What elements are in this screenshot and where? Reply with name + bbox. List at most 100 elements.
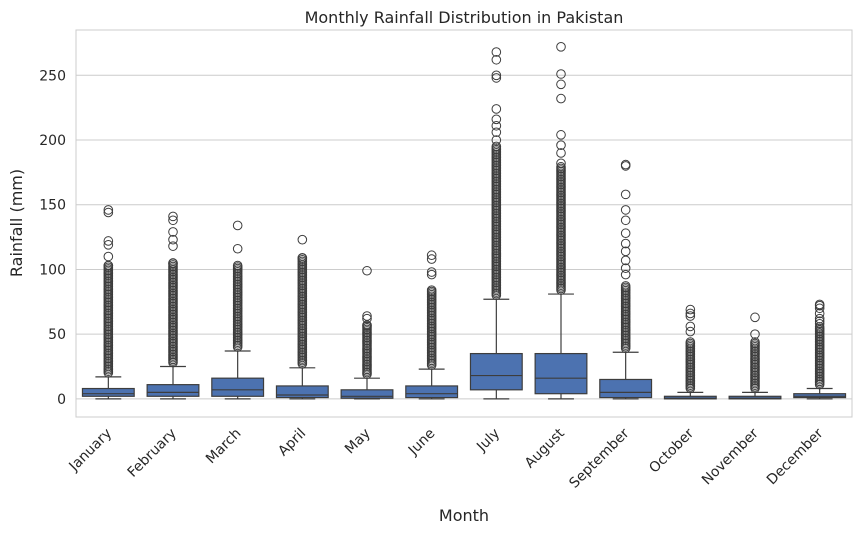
outlier-point xyxy=(685,311,696,321)
outlier-point xyxy=(685,326,696,337)
outlier-point xyxy=(556,158,566,169)
y-tick-label: 100 xyxy=(39,262,66,278)
outlier-point xyxy=(556,79,566,90)
outlier-point xyxy=(750,337,760,347)
outlier-point xyxy=(814,313,825,324)
outlier-point xyxy=(814,316,825,327)
box-july xyxy=(469,47,523,400)
outlier-point xyxy=(556,69,566,79)
outlier-point xyxy=(814,303,825,314)
outlier-point xyxy=(103,205,114,215)
outlier-point xyxy=(426,250,437,261)
outlier-point xyxy=(814,299,825,310)
outlier-point xyxy=(103,236,114,246)
outlier-point xyxy=(491,104,502,114)
y-tick-label: 200 xyxy=(39,133,66,149)
outlier-point xyxy=(232,260,243,271)
outlier-point xyxy=(620,246,631,257)
iqr-box xyxy=(534,352,588,395)
y-tick-label: 50 xyxy=(48,327,66,343)
outlier-point xyxy=(556,162,566,172)
outlier-point xyxy=(620,238,631,249)
iqr-box xyxy=(599,378,653,399)
outlier-point xyxy=(620,205,631,215)
iqr-box xyxy=(211,377,265,397)
x-tick-label: December xyxy=(764,425,827,488)
boxes xyxy=(81,42,847,400)
outlier-point xyxy=(168,234,178,245)
outlier-point xyxy=(103,240,114,250)
chart-title: Monthly Rainfall Distribution in Pakista… xyxy=(305,8,624,27)
iqr-box xyxy=(405,385,459,399)
outlier-point xyxy=(556,130,566,140)
outlier-point xyxy=(232,220,243,231)
outlier-point xyxy=(362,265,372,276)
outlier-point xyxy=(426,267,437,277)
x-axis-label: Month xyxy=(439,506,489,525)
outlier-point xyxy=(491,120,502,131)
outlier-point xyxy=(103,251,114,262)
y-tick-label: 150 xyxy=(39,198,66,214)
iqr-box xyxy=(275,385,329,399)
outlier-point xyxy=(491,141,502,152)
outlier-point xyxy=(556,148,566,158)
outlier-point xyxy=(168,258,178,268)
y-tick-label: 0 xyxy=(57,392,66,408)
outlier-point xyxy=(297,252,308,263)
outlier-point xyxy=(362,311,372,321)
x-tick-label: September xyxy=(566,425,632,491)
x-tick-label: July xyxy=(473,426,503,456)
outlier-point xyxy=(168,241,178,251)
box-february xyxy=(146,211,200,400)
iqr-box xyxy=(340,389,394,399)
plot-frame xyxy=(75,29,853,418)
x-tick-label: February xyxy=(125,426,180,481)
outlier-point xyxy=(362,313,372,324)
grid-lines xyxy=(76,74,852,400)
outlier-point xyxy=(491,127,502,138)
outlier-point xyxy=(750,329,760,339)
box-april xyxy=(275,234,329,400)
box-january xyxy=(81,205,135,400)
outlier-point xyxy=(685,308,696,319)
outlier-point xyxy=(620,159,631,170)
outlier-point xyxy=(556,93,566,104)
y-axis-label: Rainfall (mm) xyxy=(7,169,26,277)
x-tick-label: August xyxy=(522,425,568,471)
outlier-point xyxy=(685,321,696,332)
plot-background xyxy=(76,30,852,417)
outlier-point xyxy=(620,215,631,226)
outlier-point xyxy=(426,254,437,264)
y-tick-label: 250 xyxy=(39,68,66,84)
box-december xyxy=(793,299,847,400)
outlier-point xyxy=(491,70,502,81)
x-tick-label: January xyxy=(66,426,116,476)
iqr-box xyxy=(469,352,523,391)
box-october xyxy=(663,304,717,400)
box-may xyxy=(340,265,394,400)
outlier-point xyxy=(297,234,308,245)
outlier-point xyxy=(103,207,114,218)
box-november xyxy=(728,312,782,400)
outlier-point xyxy=(232,243,243,254)
outlier-point xyxy=(814,319,825,329)
outlier-point xyxy=(556,140,566,150)
x-tick-labels: January February March April May June July Augu… xyxy=(66,425,827,491)
box-june xyxy=(405,250,459,400)
iqr-box xyxy=(793,393,847,399)
x-tick-label: October xyxy=(646,425,697,476)
iqr-box xyxy=(663,395,717,400)
x-tick-label: March xyxy=(203,426,244,467)
y-tick-labels: 0 50 100 150 200 250 xyxy=(39,68,66,408)
box-september xyxy=(599,159,653,400)
x-tick-label: May xyxy=(342,426,374,458)
outlier-point xyxy=(620,263,631,273)
outlier-point xyxy=(168,211,178,222)
outlier-point xyxy=(750,312,760,323)
outlier-point xyxy=(491,47,502,57)
x-tick-label: April xyxy=(275,426,309,460)
x-tick-label: November xyxy=(699,425,762,488)
box-march xyxy=(211,220,265,400)
outlier-point xyxy=(620,269,631,280)
outlier-point xyxy=(620,228,631,239)
